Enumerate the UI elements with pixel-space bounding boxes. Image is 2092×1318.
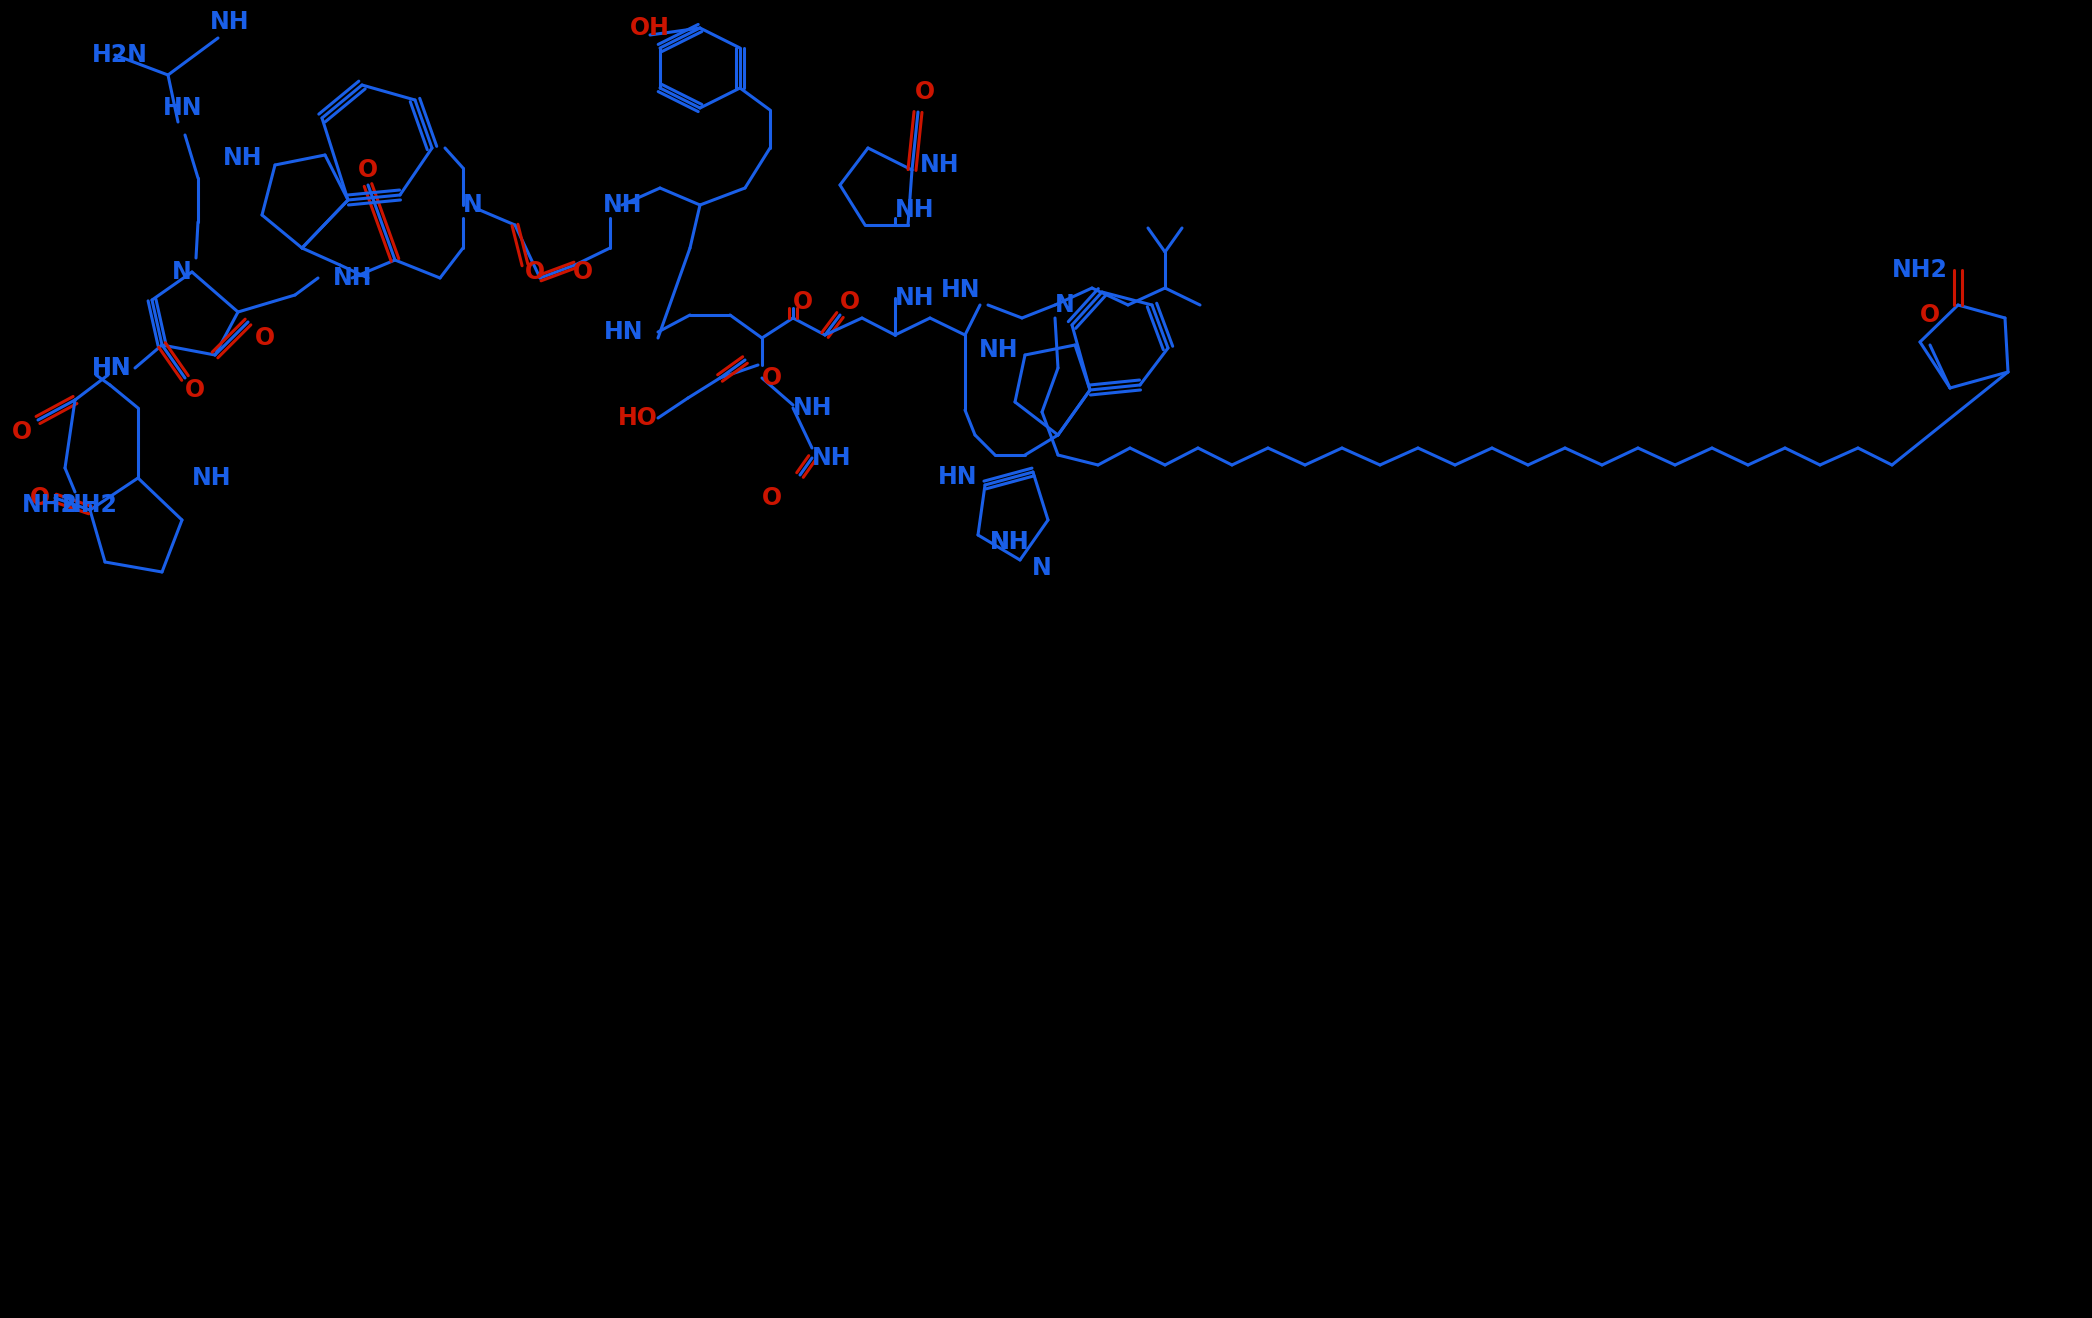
Text: O: O (29, 486, 50, 510)
Text: O: O (761, 366, 782, 390)
Text: O: O (13, 420, 31, 444)
Text: HO: HO (617, 406, 659, 430)
Text: O: O (914, 80, 935, 104)
Text: H2N: H2N (92, 43, 149, 67)
Text: O: O (255, 326, 276, 351)
Text: NH: NH (979, 337, 1019, 362)
Text: HN: HN (941, 278, 979, 302)
Text: N: N (172, 260, 192, 283)
Text: O: O (841, 290, 860, 314)
Text: N: N (1054, 293, 1075, 318)
Text: NH: NH (222, 146, 262, 170)
Text: NH2: NH2 (63, 493, 117, 517)
Text: NH: NH (209, 11, 249, 34)
Text: HN: HN (937, 465, 977, 489)
Text: NH: NH (333, 266, 372, 290)
Text: HN: HN (92, 356, 132, 380)
Text: NH2: NH2 (1891, 258, 1948, 282)
Text: NH: NH (895, 198, 935, 221)
Text: O: O (761, 486, 782, 510)
Text: NH: NH (812, 445, 851, 471)
Text: N: N (1031, 556, 1052, 580)
Text: N: N (462, 192, 483, 217)
Text: NH2: NH2 (23, 493, 77, 517)
Text: NH: NH (602, 192, 642, 217)
Text: HN: HN (602, 320, 642, 344)
Text: HN: HN (163, 96, 203, 120)
Text: NH: NH (920, 153, 960, 177)
Text: O: O (573, 260, 594, 283)
Text: OH: OH (630, 16, 669, 40)
Text: NH: NH (990, 530, 1029, 554)
Text: NH: NH (895, 286, 935, 310)
Text: NH: NH (793, 395, 833, 420)
Text: O: O (358, 158, 379, 182)
Text: O: O (184, 378, 205, 402)
Text: O: O (525, 260, 546, 283)
Text: NH: NH (192, 467, 232, 490)
Text: NH: NH (990, 530, 1029, 554)
Text: O: O (793, 290, 814, 314)
Text: O: O (1920, 303, 1939, 327)
Text: HN: HN (92, 356, 132, 380)
